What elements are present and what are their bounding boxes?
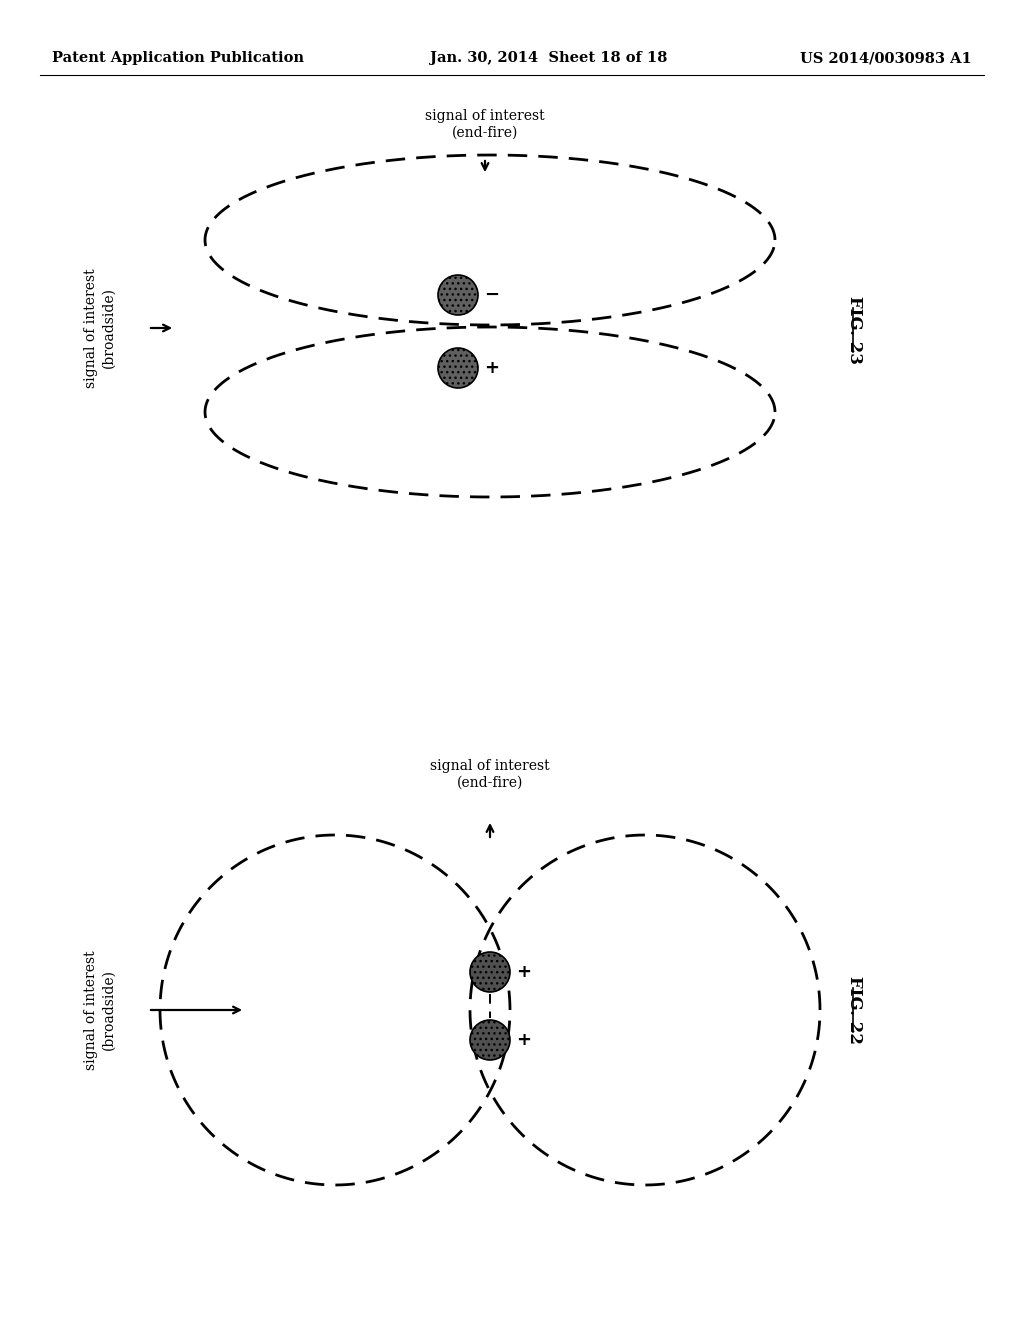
- Circle shape: [470, 952, 510, 993]
- Text: +: +: [516, 1031, 531, 1049]
- Text: +: +: [516, 964, 531, 981]
- Circle shape: [438, 275, 478, 315]
- Text: FIG. 23: FIG. 23: [847, 296, 863, 364]
- Text: −: −: [484, 286, 499, 304]
- Text: signal of interest
(broadside): signal of interest (broadside): [84, 268, 116, 388]
- Text: signal of interest
(broadside): signal of interest (broadside): [84, 950, 116, 1069]
- Text: Patent Application Publication: Patent Application Publication: [52, 51, 304, 65]
- Circle shape: [470, 1020, 510, 1060]
- Text: FIG. 22: FIG. 22: [847, 975, 863, 1044]
- Text: US 2014/0030983 A1: US 2014/0030983 A1: [800, 51, 972, 65]
- Text: Jan. 30, 2014  Sheet 18 of 18: Jan. 30, 2014 Sheet 18 of 18: [430, 51, 668, 65]
- Text: +: +: [484, 359, 499, 378]
- Circle shape: [438, 348, 478, 388]
- Text: signal of interest
(end-fire): signal of interest (end-fire): [425, 108, 545, 140]
- Text: signal of interest
(end-fire): signal of interest (end-fire): [430, 759, 550, 789]
